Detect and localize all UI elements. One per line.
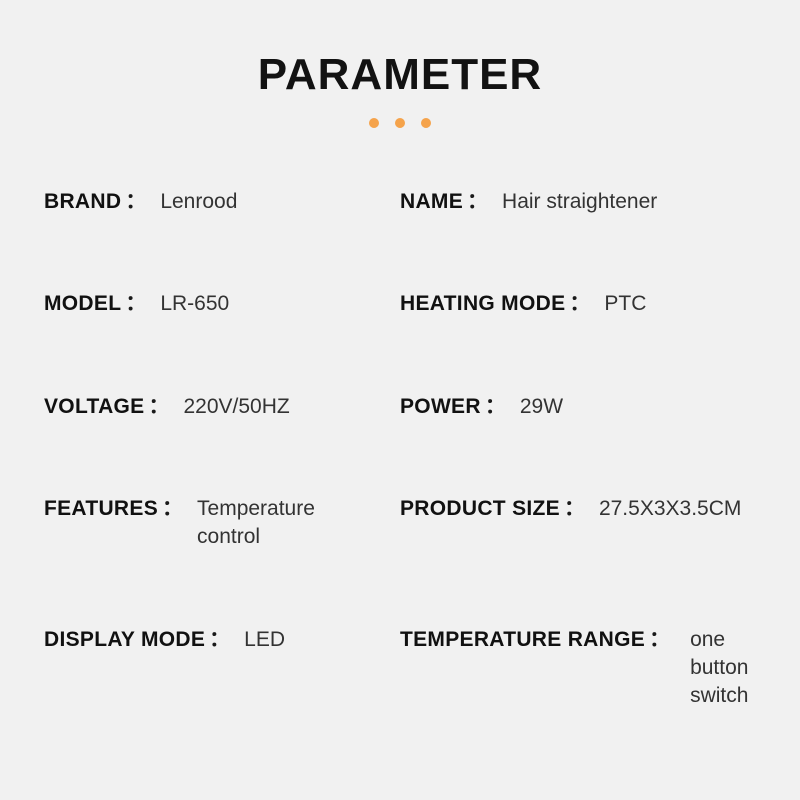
spec-label: NAME — [400, 188, 463, 216]
spec-value: 220V/50HZ — [184, 393, 290, 421]
spec-brand: BRAND ： Lenrood — [44, 188, 400, 216]
spec-label: POWER — [400, 393, 481, 421]
page-title: PARAMETER — [40, 50, 760, 100]
spec-value: 27.5X3X3.5CM — [599, 495, 741, 523]
spec-value: 29W — [520, 393, 563, 421]
colon: ： — [125, 188, 146, 216]
spec-label: VOLTAGE — [44, 393, 145, 421]
colon: ： — [485, 393, 506, 421]
colon: ： — [125, 290, 146, 318]
colon: ： — [564, 495, 585, 523]
spec-value: LED — [244, 626, 285, 654]
spec-label: PRODUCT SIZE — [400, 495, 560, 523]
dot-icon — [395, 118, 405, 128]
spec-name: NAME ： Hair straightener — [400, 188, 756, 216]
spec-label: MODEL — [44, 290, 121, 318]
colon: ： — [209, 626, 230, 654]
spec-heating-mode: HEATING MODE ： PTC — [400, 290, 756, 318]
spec-display-mode: DISPLAY MODE ： LED — [44, 626, 400, 711]
spec-power: POWER ： 29W — [400, 393, 756, 421]
colon: ： — [467, 188, 488, 216]
spec-features: FEATURES ： Temperature control — [44, 495, 400, 552]
spec-product-size: PRODUCT SIZE ： 27.5X3X3.5CM — [400, 495, 756, 552]
colon: ： — [569, 290, 590, 318]
spec-model: MODEL ： LR-650 — [44, 290, 400, 318]
parameter-card: PARAMETER BRAND ： Lenrood NAME ： Hair st… — [0, 0, 800, 800]
spec-value: PTC — [604, 290, 646, 318]
spec-voltage: VOLTAGE ： 220V/50HZ — [44, 393, 400, 421]
spec-value: one button switch — [690, 626, 756, 711]
decorative-dots — [40, 118, 760, 128]
spec-label: TEMPERATURE RANGE — [400, 626, 645, 654]
spec-value: Temperature control — [197, 495, 367, 552]
dot-icon — [369, 118, 379, 128]
spec-label: HEATING MODE — [400, 290, 565, 318]
spec-temperature-range: TEMPERATURE RANGE ： one button switch — [400, 626, 756, 711]
colon: ： — [649, 626, 670, 654]
spec-value: LR-650 — [160, 290, 229, 318]
spec-grid: BRAND ： Lenrood NAME ： Hair straightener… — [40, 188, 760, 711]
colon: ： — [149, 393, 170, 421]
spec-label: BRAND — [44, 188, 121, 216]
spec-value: Lenrood — [160, 188, 237, 216]
dot-icon — [421, 118, 431, 128]
spec-label: DISPLAY MODE — [44, 626, 205, 654]
colon: ： — [162, 495, 183, 523]
spec-label: FEATURES — [44, 495, 158, 523]
spec-value: Hair straightener — [502, 188, 657, 216]
